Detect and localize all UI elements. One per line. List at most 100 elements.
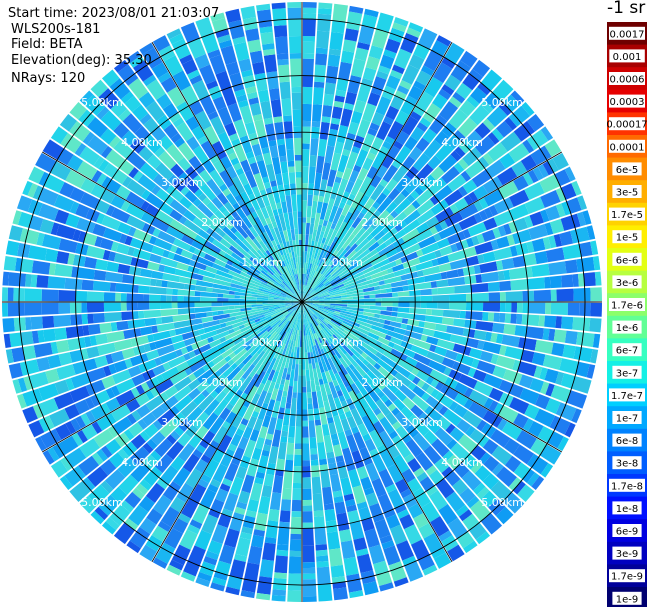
beta-gate-cell: [139, 326, 153, 336]
beta-gate-cell: [64, 277, 77, 290]
azimuth-spoke: [41, 301, 303, 453]
beta-gate-cell: [462, 228, 471, 239]
beta-gate-cell: [379, 283, 392, 290]
beta-gate-cell: [216, 192, 229, 205]
beta-gate-cell: [276, 53, 289, 60]
beta-gate-cell: [511, 302, 518, 313]
beta-gate-cell: [309, 223, 315, 235]
beta-gate-cell: [203, 324, 222, 334]
beta-gate-cell: [35, 152, 57, 173]
beta-gate-cell: [277, 527, 290, 546]
beta-gate-cell: [326, 274, 332, 280]
beta-gate-cell: [223, 344, 231, 352]
beta-gate-cell: [263, 391, 272, 405]
beta-gate-cell: [225, 8, 242, 23]
beta-gate-cell: [218, 544, 236, 565]
beta-gate-cell: [384, 239, 393, 247]
beta-gate-cell: [270, 318, 280, 327]
beta-gate-cell: [305, 306, 318, 320]
beta-gate-cell: [362, 218, 374, 231]
beta-gate-cell: [405, 356, 418, 367]
beta-gate-cell: [284, 339, 292, 357]
beta-gate-cell: [545, 383, 555, 397]
beta-gate-cell: [260, 262, 274, 276]
beta-gate-cell: [357, 292, 364, 296]
beta-gate-cell: [382, 140, 393, 150]
beta-gate-cell: [302, 528, 314, 546]
beta-gate-cell: [86, 367, 107, 383]
beta-gate-cell: [225, 318, 243, 327]
beta-gate-cell: [316, 325, 327, 342]
beta-gate-cell: [160, 308, 179, 317]
beta-gate-cell: [504, 313, 512, 324]
beta-gate-cell: [166, 288, 173, 295]
beta-gate-cell: [377, 493, 394, 514]
beta-gate-cell: [230, 279, 243, 286]
beta-gate-cell: [329, 31, 344, 51]
beta-gate-cell: [288, 315, 293, 321]
beta-gate-cell: [366, 152, 377, 161]
beta-gate-cell: [113, 360, 128, 373]
beta-gate-cell: [281, 487, 292, 500]
beta-gate-cell: [395, 478, 409, 494]
beta-gate-cell: [163, 123, 179, 139]
beta-gate-cell: [331, 317, 343, 325]
beta-gate-cell: [434, 223, 443, 233]
beta-gate-cell: [407, 382, 417, 391]
beta-gate-cell: [438, 225, 457, 240]
beta-gate-cell: [321, 116, 331, 124]
beta-gate-cell: [382, 187, 391, 197]
beta-gate-cell: [586, 364, 596, 379]
beta-gate-cell: [152, 35, 171, 52]
beta-gate-cell: [297, 302, 302, 319]
beta-gate-cell: [156, 344, 176, 357]
beta-gate-cell: [528, 302, 546, 314]
beta-gate-cell: [416, 209, 435, 225]
beta-gate-cell: [82, 477, 96, 491]
beta-gate-cell: [390, 211, 408, 227]
beta-gate-cell: [312, 274, 324, 289]
beta-gate-cell: [211, 17, 228, 33]
beta-gate-cell: [376, 571, 393, 587]
beta-gate-cell: [513, 175, 529, 191]
beta-gate-cell: [230, 433, 242, 447]
beta-gate-cell: [350, 178, 364, 196]
beta-gate-cell: [50, 126, 68, 145]
beta-gate-cell: [390, 95, 405, 111]
beta-gate-cell: [358, 176, 373, 194]
beta-gate-cell: [366, 234, 374, 242]
beta-gate-cell: [133, 319, 146, 329]
beta-gate-cell: [323, 275, 333, 285]
colorbar-label: 1e-9: [616, 594, 639, 605]
beta-gate-cell: [317, 138, 328, 157]
beta-gate-cell: [224, 528, 240, 548]
colorbar-label-bg: [609, 26, 645, 40]
beta-gate-cell: [192, 330, 200, 337]
beta-gate-cell: [266, 312, 283, 322]
beta-gate-cell: [387, 488, 405, 509]
beta-gate-cell: [282, 273, 293, 289]
beta-gate-cell: [287, 264, 294, 276]
beta-gate-cell: [202, 412, 219, 430]
beta-gate-cell: [291, 303, 297, 306]
beta-gate-cell: [336, 240, 346, 252]
beta-gate-cell: [478, 210, 488, 221]
beta-gate-cell: [313, 345, 322, 363]
beta-gate-cell: [415, 188, 434, 206]
azimuth-spoke: [151, 301, 303, 563]
beta-gate-cell: [69, 480, 92, 503]
beta-gate-cell: [41, 289, 59, 302]
beta-gate-cell: [241, 474, 255, 494]
beta-gate-cell: [340, 342, 354, 357]
beta-gate-cell: [12, 210, 22, 225]
beta-gate-cell: [394, 411, 412, 430]
beta-gate-cell: [324, 300, 336, 302]
beta-gate-cell: [226, 166, 238, 180]
beta-gate-cell: [229, 512, 245, 532]
beta-gate-cell: [344, 244, 352, 252]
beta-gate-cell: [353, 164, 362, 173]
beta-gate-cell: [485, 159, 506, 179]
beta-gate-cell: [139, 42, 155, 55]
beta-gate-cell: [240, 271, 252, 279]
beta-gate-cell: [50, 459, 68, 478]
